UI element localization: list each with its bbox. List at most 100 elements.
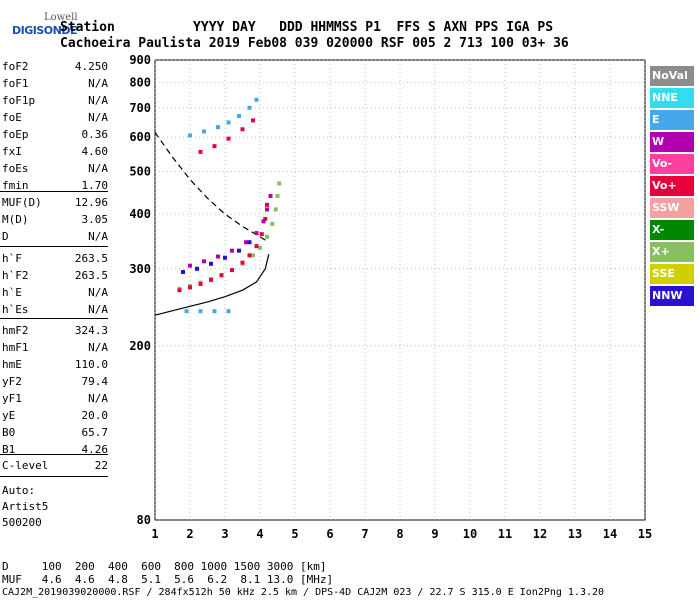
param-b0: B0 65.7 [2, 426, 108, 443]
data-point [198, 149, 203, 154]
data-point [265, 234, 269, 239]
y-tick-label: 500 [129, 165, 151, 179]
param-name: h`F [2, 252, 22, 265]
x-tick-label: 5 [291, 527, 298, 541]
param-clevel: C-level 22 [2, 459, 108, 476]
param-value: 324.3 [74, 324, 108, 337]
param-value: N/A [88, 111, 108, 124]
x-tick-label: 9 [431, 527, 438, 541]
data-point [268, 194, 273, 199]
param-name: foEs [2, 162, 29, 175]
x-tick-label: 8 [396, 527, 403, 541]
autoscale-info: Artist5 [2, 500, 49, 513]
param-name: fmin [2, 179, 29, 192]
param-name: foEp [2, 128, 29, 141]
x-tick-label: 7 [361, 527, 368, 541]
legend-item-w: W [650, 132, 694, 152]
param-separator [0, 246, 108, 247]
data-point [198, 309, 203, 314]
param-value: 110.0 [74, 358, 108, 371]
x-tick-label: 2 [186, 527, 193, 541]
param-value: 1.70 [81, 179, 109, 192]
data-point [275, 194, 280, 199]
param-hf2: h`F2 263.5 [2, 269, 108, 286]
logo-line1: Lowell [44, 12, 78, 23]
x-tick-label: 4 [256, 527, 263, 541]
data-point [265, 207, 269, 212]
data-point [237, 114, 241, 119]
data-point [226, 309, 231, 314]
param-name: C-level [2, 459, 49, 472]
data-point [240, 260, 245, 265]
param-value: N/A [88, 392, 108, 405]
data-point [219, 273, 224, 278]
x-tick-label: 10 [463, 527, 477, 541]
param-ye: yE 20.0 [2, 409, 108, 426]
y-tick-label: 700 [129, 101, 151, 115]
data-point [177, 288, 182, 293]
x-tick-label: 15 [638, 527, 652, 541]
data-point [258, 245, 262, 250]
param-fof2: foF2 4.250 [2, 60, 108, 77]
param-name: fxI [2, 145, 22, 158]
param-name: hmE [2, 358, 22, 371]
param-name: D [2, 230, 9, 243]
param-hf: h`F 263.5 [2, 252, 108, 269]
param-value: N/A [88, 341, 108, 354]
legend-item-x: X- [650, 220, 694, 240]
y-tick-label: 900 [129, 53, 151, 67]
x-tick-label: 12 [533, 527, 547, 541]
param-value: N/A [88, 303, 108, 316]
autoscale-info: Auto: [2, 484, 36, 497]
y-tick-label: 80 [137, 513, 151, 527]
y-tick-label: 200 [129, 339, 151, 353]
data-point [184, 309, 189, 314]
footer-file-info: CAJ2M_2019039020000.RSF / 284fx512h 50 k… [2, 587, 605, 598]
param-b1: B1 4.26 [2, 443, 108, 460]
muf-dashed-curve [154, 132, 270, 243]
param-name: hmF2 [2, 324, 29, 337]
param-name: foF2 [2, 60, 29, 73]
y-tick-label: 300 [129, 262, 151, 276]
data-point [195, 266, 199, 271]
data-point [251, 118, 255, 123]
param-value: 12.96 [74, 196, 108, 209]
param-hmf2: hmF2 324.3 [2, 324, 108, 341]
data-point [188, 285, 192, 290]
legend-item-noval: NoVal [650, 66, 694, 86]
param-name: h`Es [2, 303, 29, 316]
legend-item-x: X+ [650, 242, 694, 262]
param-name: hmF1 [2, 341, 29, 354]
param-name: B0 [2, 426, 16, 439]
param-value: 4.250 [74, 60, 108, 73]
data-point [223, 255, 227, 260]
data-point [209, 261, 213, 266]
param-value: 79.4 [81, 375, 109, 388]
param-value: 4.60 [81, 145, 109, 158]
x-tick-label: 3 [221, 527, 228, 541]
legend-item-e: E [650, 110, 694, 130]
legend-item-nne: NNE [650, 88, 694, 108]
x-tick-label: 11 [498, 527, 512, 541]
data-point [251, 253, 255, 258]
data-point [202, 259, 206, 264]
data-point [247, 253, 252, 258]
param-d: D N/A [2, 230, 108, 247]
param-he: h`E N/A [2, 286, 108, 303]
param-value: N/A [88, 77, 108, 90]
data-point [230, 268, 234, 273]
data-point [198, 281, 203, 286]
param-md: M(D) 3.05 [2, 213, 108, 230]
param-value: 22 [94, 459, 108, 472]
param-name: yE [2, 409, 16, 422]
logo-line2: DIGISONDE [12, 24, 77, 37]
param-name: foE [2, 111, 22, 124]
param-foes: foEs N/A [2, 162, 108, 179]
param-yf2: yF2 79.4 [2, 375, 108, 392]
footer-muf-row: MUF 4.6 4.6 4.8 5.1 5.6 6.2 8.1 13.0 [MH… [2, 573, 334, 586]
param-fmin: fmin 1.70 [2, 179, 108, 196]
y-tick-label: 400 [129, 207, 151, 221]
data-point [240, 127, 245, 132]
param-fof1: foF1 N/A [2, 77, 108, 94]
